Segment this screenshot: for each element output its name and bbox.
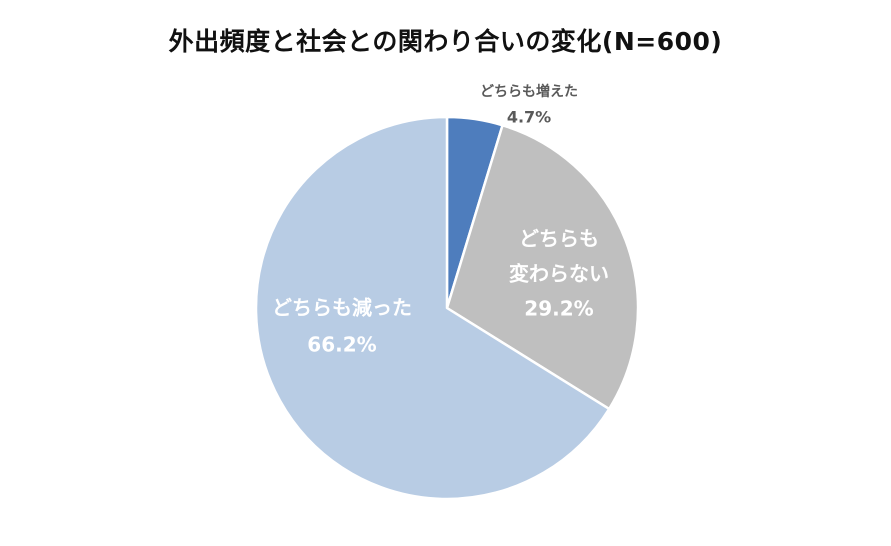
slice-3-label-line-1: どちらも減った xyxy=(272,296,412,320)
pie-slice-2 xyxy=(445,124,640,411)
slice-3-value-label: 66.2% xyxy=(307,333,376,357)
slice-1-label-line-1: どちらも増えた xyxy=(480,83,578,100)
slice-2-label-line-2: 変わらない xyxy=(509,262,609,286)
slice-2-value-label: 29.2% xyxy=(524,297,593,321)
slice-1-value-label: 4.7% xyxy=(507,108,551,127)
pie-slice-3 xyxy=(254,115,611,501)
chart-title: 外出頻度と社会との関わり合いの変化(N=600) xyxy=(168,27,723,56)
slice-2-label-line-1: どちらも xyxy=(519,227,599,251)
pie-slices xyxy=(254,115,640,501)
